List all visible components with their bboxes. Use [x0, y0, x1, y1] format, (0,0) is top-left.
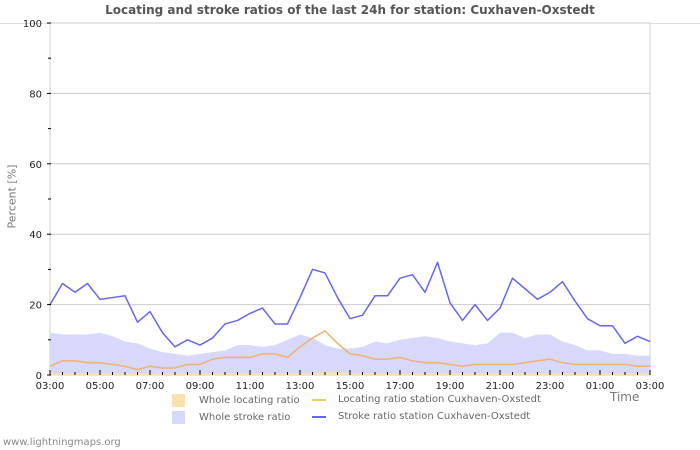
x-tick-label: 01:00 [586, 381, 615, 392]
legend-item-locating-station: Locating ratio station Cuxhaven-Oxstedt [312, 394, 541, 405]
source-footer: www.lightningmaps.org [3, 437, 121, 448]
legend-label: Whole locating ratio [199, 395, 300, 406]
y-tick-label: 20 [29, 301, 42, 312]
y-tick-label: 100 [23, 19, 42, 30]
legend-label: Whole stroke ratio [199, 412, 291, 423]
area-swatch-icon [172, 394, 185, 407]
legend-item-whole-locating: Whole locating ratio [172, 394, 300, 407]
x-tick-label: 23:00 [536, 381, 565, 392]
x-tick-label: 03:00 [636, 381, 665, 392]
x-tick-label: 21:00 [486, 381, 515, 392]
chart-title: Locating and stroke ratios of the last 2… [105, 3, 595, 17]
locating-station-line [49, 330, 650, 371]
y-tick-label: 0 [36, 371, 42, 382]
chart-plot: 0 20 40 60 80 100 03:00 05:00 07:00 09:00 11:00 13:… [23, 19, 665, 392]
stroke-station-line [49, 261, 651, 348]
legend-label: Stroke ratio station Cuxhaven-Oxstedt [338, 411, 531, 422]
line-swatch-icon [312, 398, 326, 401]
x-tick-label: 17:00 [386, 381, 415, 392]
x-tick-label: 19:00 [436, 381, 465, 392]
x-tick-label: 09:00 [186, 381, 215, 392]
x-axis-label: Time [610, 390, 640, 404]
y-tick-label: 40 [29, 230, 42, 241]
plot-area [49, 22, 651, 376]
x-tick-label: 07:00 [136, 381, 165, 392]
legend-label: Locating ratio station Cuxhaven-Oxstedt [338, 394, 541, 405]
y-tick-label: 80 [29, 89, 42, 100]
x-tick-label: 13:00 [286, 381, 315, 392]
x-tick-label: 05:00 [86, 381, 115, 392]
x-tick-label: 15:00 [336, 381, 365, 392]
x-tick-label: 03:00 [36, 381, 65, 392]
area-swatch-icon [172, 411, 185, 424]
x-tick-label: 11:00 [236, 381, 265, 392]
legend: Whole locating ratio Locating ratio stat… [172, 394, 552, 430]
y-axis-label: Percent [%] [5, 164, 19, 229]
legend-item-whole-stroke: Whole stroke ratio [172, 411, 290, 424]
line-swatch-icon [312, 415, 326, 418]
y-tick-label: 60 [29, 160, 42, 171]
legend-item-stroke-station: Stroke ratio station Cuxhaven-Oxstedt [312, 411, 530, 422]
